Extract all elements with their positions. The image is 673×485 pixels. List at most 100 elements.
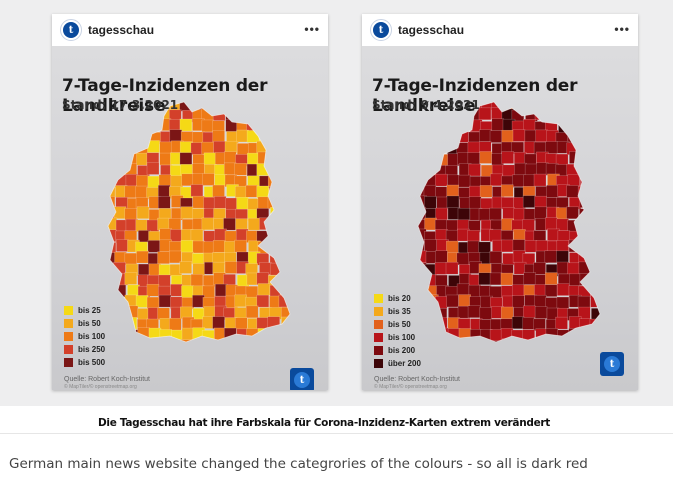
county-region [135,219,149,232]
county-region [159,152,172,166]
county-region [534,306,548,319]
county-region [201,217,215,231]
county-region [599,318,600,331]
county-region [501,151,514,164]
county-region [257,328,271,341]
county-region [589,263,600,276]
legend-swatch [374,294,383,303]
county-region [280,338,290,342]
county-region [435,131,448,144]
county-region [556,250,569,264]
county-region [602,208,614,220]
county-region [113,307,127,320]
county-region [599,230,600,243]
county-region [279,151,290,165]
badge-letter: t [604,356,620,372]
county-region [535,339,548,342]
county-region [423,131,437,144]
county-region [418,119,428,133]
county-region [435,207,448,221]
county-region [108,341,116,342]
county-region [108,131,116,145]
county-region [159,329,173,342]
county-region [577,132,591,145]
county-region [267,174,281,187]
county-region [545,217,558,230]
county-region [544,284,558,297]
county-region [577,295,591,309]
county-region [436,327,449,341]
county-region [512,174,525,188]
county-region [569,273,582,287]
county-region [169,129,183,142]
county-region [425,328,438,342]
county-region [146,219,160,233]
county-region [245,339,259,342]
county-region [279,272,290,286]
county-region [524,129,538,143]
county-region [478,241,491,255]
map-card-april: t tagesschau ••• 7-Tage-Inzidenzen der L… [362,14,638,390]
county-region [203,196,216,210]
county-region [522,195,536,208]
card-body: 7-Tage-Inzidenzen der Landkreise Stand: … [362,46,638,390]
county-region [292,273,304,285]
county-region [423,340,436,342]
county-region [158,174,172,188]
county-region [278,195,290,209]
county-region [190,273,204,287]
county-region [479,185,493,198]
account-handle: tagesschau [398,23,465,37]
county-region [579,208,592,222]
map-source: Quelle: Robert Koch-Institut [64,376,150,383]
county-region [171,339,184,342]
county-region [601,175,613,187]
account-handle: tagesschau [88,23,155,37]
county-region [213,196,227,209]
county-region [579,195,593,208]
county-region [124,163,138,176]
germany-map [107,101,304,343]
county-region [256,294,270,308]
map-copyright: © MapTiler/© openstreetmap.org [64,384,137,390]
legend-item: bis 500 [64,356,105,369]
county-region [247,217,261,231]
county-region [246,328,259,341]
county-region [589,318,600,332]
map-title: 7-Tage-Inzidenzen der Landkreise [372,76,578,116]
county-region [190,184,204,197]
county-region [500,272,514,286]
county-region [246,130,260,143]
county-region [280,229,290,242]
county-region [124,118,137,131]
county-region [179,141,193,154]
county-region [278,163,290,176]
county-region [169,229,183,242]
county-mosaic [418,102,614,342]
county-region [588,229,600,242]
county-region [289,196,290,209]
county-region [268,118,281,131]
county-region [257,283,271,296]
county-region [533,173,547,187]
legend-label: bis 50 [78,319,101,328]
county-region [289,143,290,156]
map-card-march: t tagesschau ••• 7-Tage-Inzidenzen der L… [52,14,328,390]
county-region [590,184,600,198]
county-region [478,107,492,121]
county-region [458,174,471,188]
county-region [566,121,580,134]
county-region [234,239,247,253]
county-region [108,196,116,209]
county-region [467,152,481,165]
county-region [602,297,614,309]
map-legend: bis 20 bis 35 bis 50 bis 100 bis 200 über 200 [374,292,421,370]
county-region [456,252,470,266]
county-region [256,339,270,342]
county-region [108,120,117,134]
county-region [113,284,127,298]
county-region [278,131,290,144]
post-comment: German main news website changed the cat… [9,456,588,472]
germany-map [417,101,614,343]
county-region [147,118,161,131]
